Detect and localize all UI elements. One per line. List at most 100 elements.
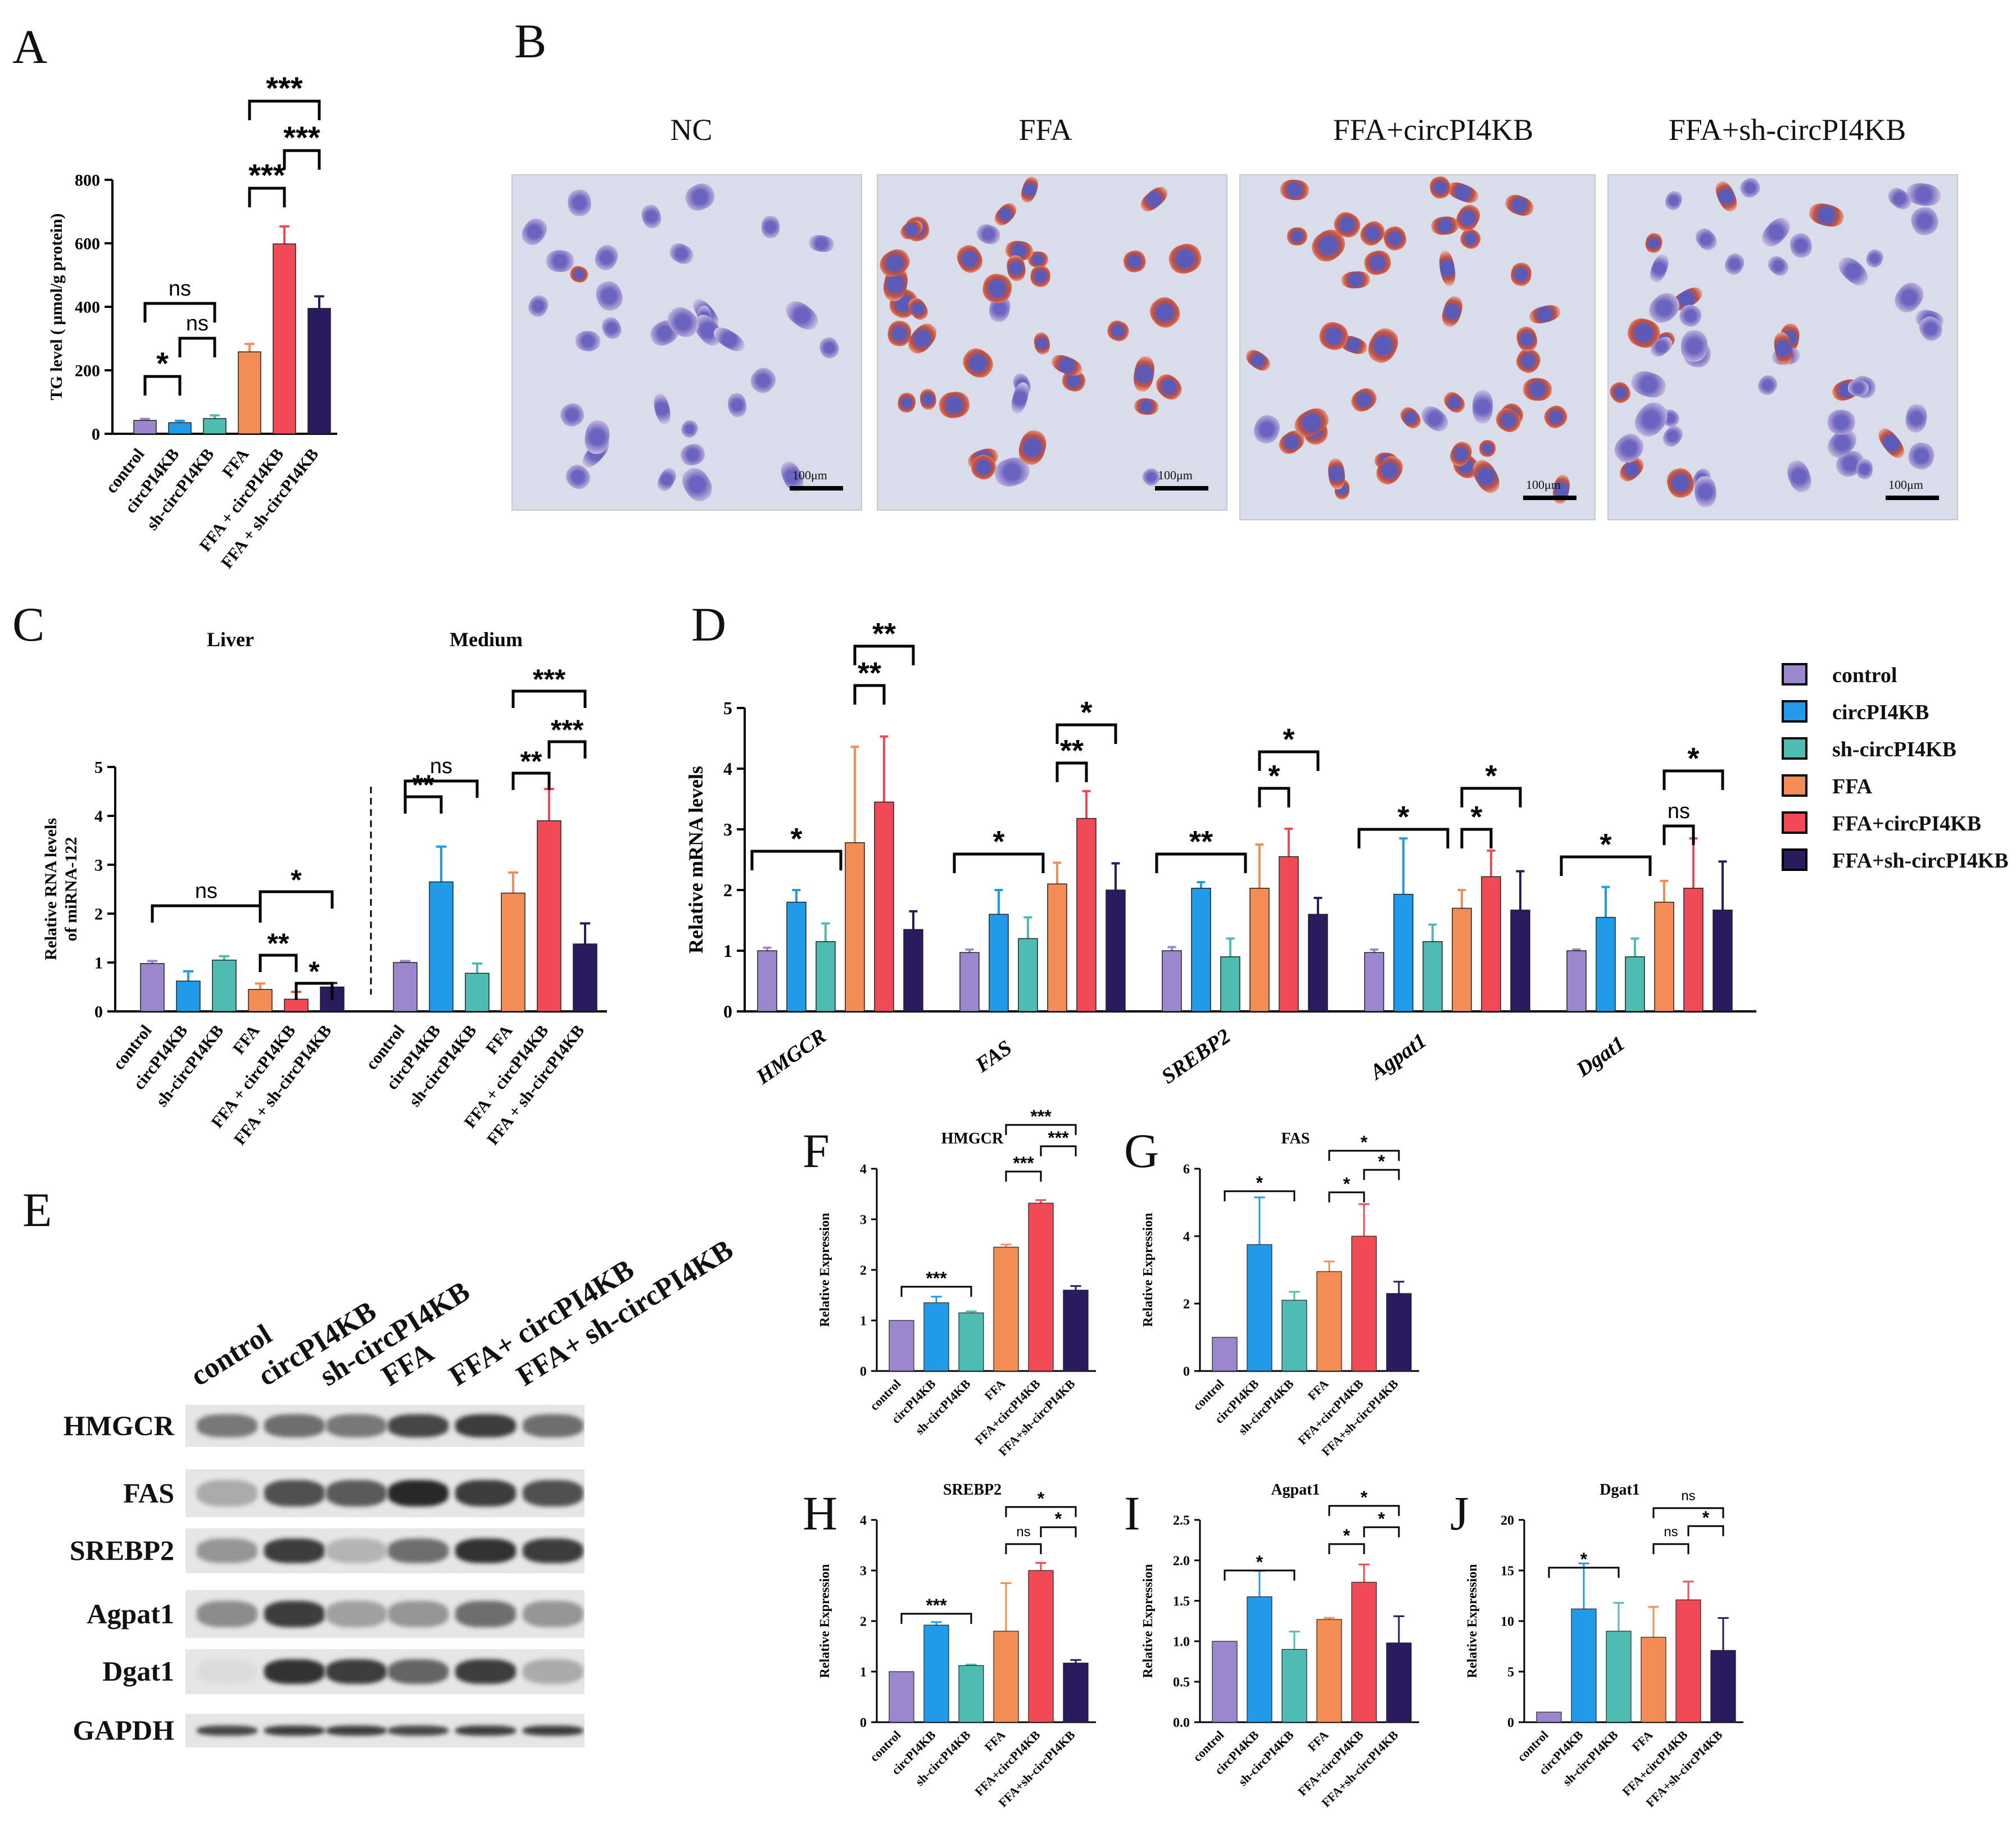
wb-band bbox=[326, 1414, 387, 1438]
wb-band bbox=[388, 1601, 448, 1627]
h-category-label: FFA bbox=[982, 1728, 1008, 1754]
scale-bar-label: 100μm bbox=[1888, 478, 1923, 492]
wb-protein-label: SREBP2 bbox=[69, 1535, 174, 1566]
d-sig-bracket bbox=[1258, 787, 1290, 807]
micrograph-2 bbox=[1239, 174, 1596, 520]
wb-band bbox=[326, 1659, 387, 1684]
h-sig-bracket bbox=[1005, 1543, 1042, 1554]
panel-letter-c: C bbox=[12, 597, 45, 651]
d-sig-bracket bbox=[1662, 769, 1724, 790]
d-sig-label: ** bbox=[1189, 825, 1213, 859]
wb-band bbox=[326, 1538, 387, 1563]
c-ylabel: of miRNA-122 bbox=[62, 837, 80, 942]
a-sig-bracket bbox=[248, 187, 286, 207]
g-ytick-label: 0 bbox=[1183, 1364, 1190, 1379]
c-sig-label: * bbox=[291, 864, 302, 896]
j-sig-label: ns bbox=[1681, 1488, 1695, 1504]
j-ylabel: Relative Expression bbox=[1465, 1564, 1480, 1678]
h-bar bbox=[889, 1671, 914, 1723]
d-sig-bracket bbox=[1460, 828, 1493, 848]
d-bar bbox=[1191, 888, 1211, 1012]
micro-label-nc: NC bbox=[670, 113, 713, 147]
scale-bar bbox=[790, 486, 843, 491]
a-sig-bracket bbox=[143, 302, 216, 323]
h-title: SREBP2 bbox=[943, 1481, 1002, 1499]
h-sig-label: ns bbox=[1016, 1524, 1030, 1540]
h-bar bbox=[993, 1631, 1019, 1723]
d-ytick-label: 4 bbox=[723, 759, 732, 779]
wb-band bbox=[264, 1414, 325, 1438]
j-bar bbox=[1641, 1637, 1666, 1723]
wb-protein-label: Agpat1 bbox=[87, 1597, 174, 1629]
d-bar bbox=[757, 950, 777, 1012]
c-sig-label: ns bbox=[430, 755, 452, 778]
chart-c: 0 1 2 3 4 5 Relative RNA levels of miRNA-122 Liv… bbox=[42, 628, 607, 1149]
j-bar bbox=[1675, 1599, 1701, 1723]
i-sig-bracket bbox=[1363, 1526, 1400, 1537]
a-sig-bracket bbox=[178, 337, 216, 357]
legend-label: control bbox=[1832, 664, 1897, 687]
panel-letter-j: J bbox=[1450, 1486, 1469, 1540]
c-sig-bracket bbox=[259, 890, 334, 909]
i-ytick-label: 1.5 bbox=[1173, 1594, 1190, 1609]
c-ytick-label: 0 bbox=[94, 1003, 103, 1022]
legend-swatch bbox=[1782, 848, 1807, 871]
f-ylabel: Relative Expression bbox=[818, 1213, 832, 1327]
c-ytick-label: 1 bbox=[94, 954, 103, 973]
wb-band bbox=[326, 1480, 387, 1506]
wb-band bbox=[388, 1538, 448, 1563]
d-bar bbox=[1713, 909, 1733, 1012]
d-bar bbox=[1683, 888, 1704, 1012]
a-sig-bracket bbox=[248, 99, 321, 120]
d-bar bbox=[1308, 914, 1328, 1012]
i-sig-bracket bbox=[1328, 1543, 1365, 1554]
d-bar bbox=[845, 842, 865, 1012]
micro-label-ffa: FFA bbox=[1018, 113, 1072, 147]
panel-letter-b: B bbox=[514, 14, 547, 68]
d-sig-bracket bbox=[750, 850, 842, 870]
h-ylabel: Relative Expression bbox=[818, 1564, 832, 1678]
d-sig-bracket bbox=[953, 852, 1045, 873]
i-sig-label: * bbox=[1256, 1552, 1263, 1572]
h-ytick-label: 3 bbox=[860, 1564, 867, 1578]
wb-band bbox=[523, 1414, 583, 1438]
h-sig-bracket bbox=[1040, 1526, 1077, 1537]
f-ytick-label: 3 bbox=[860, 1213, 867, 1227]
i-bar bbox=[1212, 1641, 1238, 1723]
c-bar bbox=[465, 973, 490, 1012]
j-title: Dgat1 bbox=[1600, 1481, 1640, 1499]
wb-band bbox=[388, 1414, 448, 1438]
j-sig-label: * bbox=[1580, 1549, 1588, 1569]
wb-band bbox=[523, 1538, 583, 1563]
wb-band bbox=[264, 1726, 325, 1736]
d-ytick-label: 2 bbox=[723, 880, 732, 900]
j-bar bbox=[1606, 1631, 1632, 1723]
i-bar bbox=[1386, 1642, 1412, 1723]
scale-bar-label: 100μm bbox=[1158, 468, 1193, 482]
c-ylabel: Relative RNA levels bbox=[42, 818, 60, 960]
c-bar bbox=[176, 980, 201, 1012]
h-ytick-label: 1 bbox=[860, 1665, 867, 1679]
c-sig-bracket bbox=[547, 740, 587, 759]
c-bar bbox=[140, 963, 165, 1012]
c-bar bbox=[429, 881, 454, 1012]
a-sig-bracket bbox=[143, 375, 182, 396]
a-ytick-label: 400 bbox=[75, 298, 100, 317]
wb-band bbox=[523, 1659, 583, 1684]
wb-protein-label: HMGCR bbox=[63, 1409, 174, 1441]
a-sig-label: * bbox=[156, 346, 169, 381]
panel-letter-e: E bbox=[22, 1183, 52, 1237]
j-category-label: FFA bbox=[1629, 1728, 1656, 1754]
legend-label: sh-circPI4KB bbox=[1832, 738, 1956, 761]
scale-bar-label: 100μm bbox=[792, 468, 827, 482]
d-category-label: Agpat1 bbox=[1365, 1029, 1431, 1085]
d-bar bbox=[1393, 893, 1414, 1012]
d-bar bbox=[786, 901, 807, 1012]
d-category-label: FAS bbox=[971, 1036, 1016, 1077]
wb-band bbox=[388, 1480, 448, 1506]
panel-letter-f: F bbox=[803, 1124, 830, 1178]
h-bar bbox=[1063, 1663, 1089, 1723]
